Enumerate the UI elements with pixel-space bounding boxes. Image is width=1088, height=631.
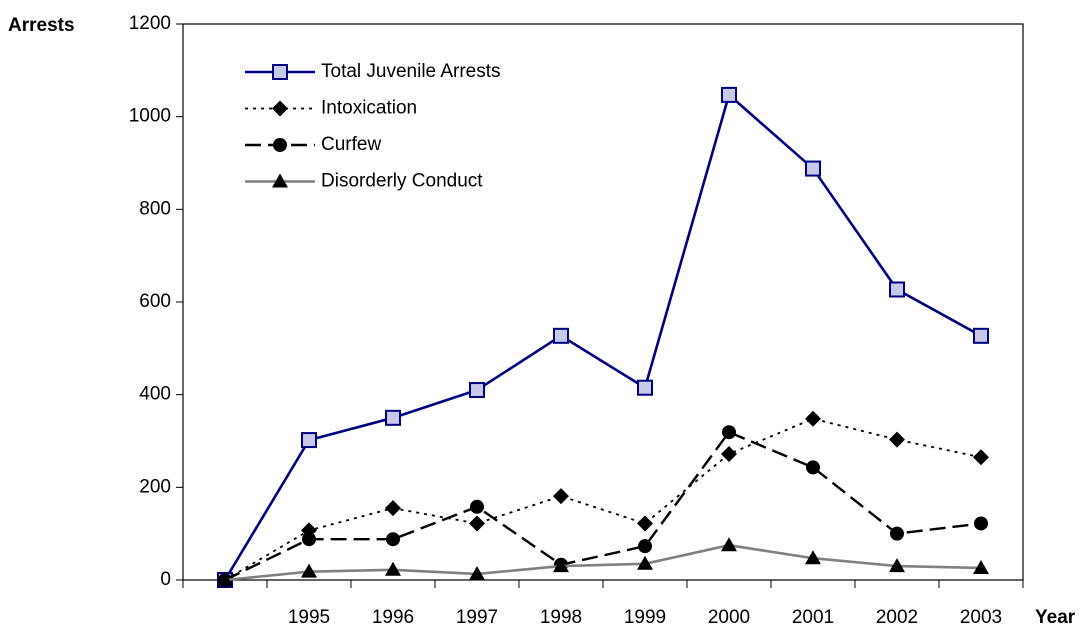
marker: [973, 449, 989, 466]
x-tick-label: 1996: [372, 607, 414, 628]
marker: [302, 532, 316, 547]
x-tick-label: 2000: [708, 607, 750, 628]
marker: [301, 432, 317, 449]
x-tick-label: 1998: [540, 607, 582, 628]
marker: [974, 516, 988, 531]
legend-label: Curfew: [321, 134, 381, 155]
marker: [721, 86, 737, 103]
x-tick-label: 1999: [624, 607, 666, 628]
marker: [637, 515, 653, 532]
marker: [385, 561, 401, 576]
plot-frame: [182, 23, 1024, 581]
series-line: [224, 543, 982, 582]
marker: [469, 515, 485, 532]
marker: [470, 499, 484, 514]
marker: [553, 327, 569, 344]
marker: [638, 539, 652, 554]
marker: [806, 460, 820, 475]
y-tick-label: 1000: [129, 106, 171, 127]
marker: [721, 537, 737, 552]
marker: [637, 379, 653, 396]
marker: [386, 532, 400, 547]
y-tick-label: 1200: [129, 13, 171, 34]
x-axis-label: Year: [1035, 607, 1076, 628]
y-tick-label: 800: [139, 198, 171, 219]
x-tick-label: 2003: [960, 607, 1002, 628]
marker: [301, 563, 317, 578]
marker: [637, 555, 653, 570]
legend-label: Disorderly Conduct: [321, 171, 483, 192]
x-tick-label: 2001: [792, 607, 834, 628]
y-tick-label: 600: [139, 291, 171, 312]
marker: [889, 431, 905, 448]
marker: [973, 559, 989, 574]
marker: [217, 572, 233, 586]
marker: [805, 160, 821, 177]
marker: [889, 281, 905, 298]
y-tick-label: 0: [160, 569, 171, 590]
marker: [805, 550, 821, 565]
marker: [721, 445, 737, 462]
legend-marker: [272, 64, 288, 80]
legend-marker: [273, 138, 287, 152]
series-line: [224, 430, 982, 582]
marker: [722, 425, 736, 440]
marker: [889, 558, 905, 573]
legend-marker: [272, 173, 288, 188]
marker: [469, 565, 485, 580]
marker: [469, 382, 485, 399]
marker: [553, 488, 569, 505]
y-tick-label: 200: [139, 476, 171, 497]
y-tick-label: 400: [139, 384, 171, 405]
marker: [553, 558, 569, 573]
x-tick-label: 1997: [456, 607, 498, 628]
x-tick-label: 1995: [288, 607, 330, 628]
marker: [805, 410, 821, 427]
legend-label: Intoxication: [321, 98, 417, 119]
legend-marker: [272, 100, 288, 117]
series-line: [224, 417, 982, 581]
marker: [973, 327, 989, 344]
y-axis-label: Arrests: [8, 15, 75, 36]
marker: [385, 409, 401, 426]
x-tick-label: 2002: [876, 607, 918, 628]
marker: [890, 526, 904, 541]
marker: [385, 500, 401, 517]
series-line: [223, 92, 982, 581]
legend-label: Total Juvenile Arrests: [321, 61, 501, 82]
